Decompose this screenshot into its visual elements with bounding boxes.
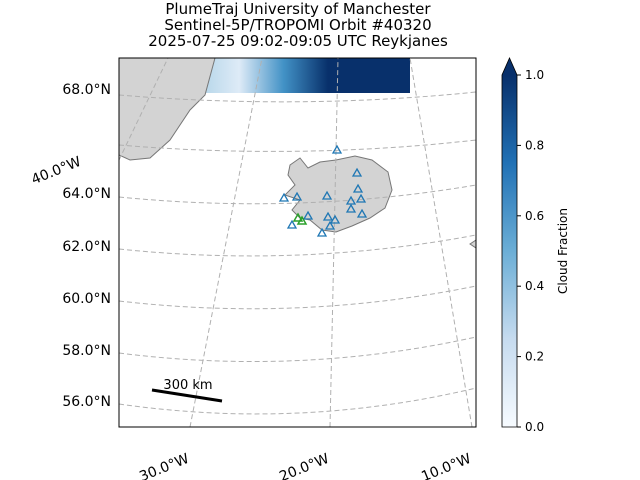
colorbar-tick-label: 0.0	[525, 420, 544, 434]
lon-label: 40.0°W	[29, 154, 83, 188]
colorbar-tick-label: 0.6	[525, 209, 544, 223]
scale-bar	[151, 388, 223, 403]
lat-label: 62.0°N	[62, 239, 111, 255]
colorbar-extend	[502, 58, 517, 75]
lat-label: 56.0°N	[62, 394, 111, 410]
colorbar-label: Cloud Fraction	[556, 208, 570, 294]
title-line: 2025-07-25 09:02-09:05 UTC Reykjanes	[148, 32, 448, 50]
lat-label: 68.0°N	[62, 82, 111, 98]
map-area	[119, 58, 476, 427]
map-frame	[118, 57, 477, 428]
cloud-field	[180, 58, 476, 93]
volcano-markers	[278, 144, 368, 237]
title-line: PlumeTraj University of Manchester	[165, 0, 431, 18]
lat-label: 60.0°N	[62, 291, 111, 307]
colorbar-tick-label: 0.4	[525, 279, 544, 293]
greenland	[119, 58, 216, 161]
lat-label: 58.0°N	[62, 343, 111, 359]
lon-label: 20.0°W	[277, 451, 331, 480]
iceland	[284, 155, 393, 233]
lon-label: 30.0°W	[137, 451, 191, 480]
lon-label: 10.0°W	[419, 451, 473, 480]
scale-bar-label: 300 km	[163, 378, 212, 393]
colorbar-tick-label: 0.2	[525, 350, 544, 364]
colorbar-tick-label: 0.8	[525, 138, 544, 152]
colorbar-tick-label: 1.0	[525, 68, 544, 82]
title-line: Sentinel-5P/TROPOMI Orbit #40320	[164, 16, 431, 34]
lat-label: 64.0°N	[62, 186, 111, 202]
colorbar	[502, 75, 517, 427]
